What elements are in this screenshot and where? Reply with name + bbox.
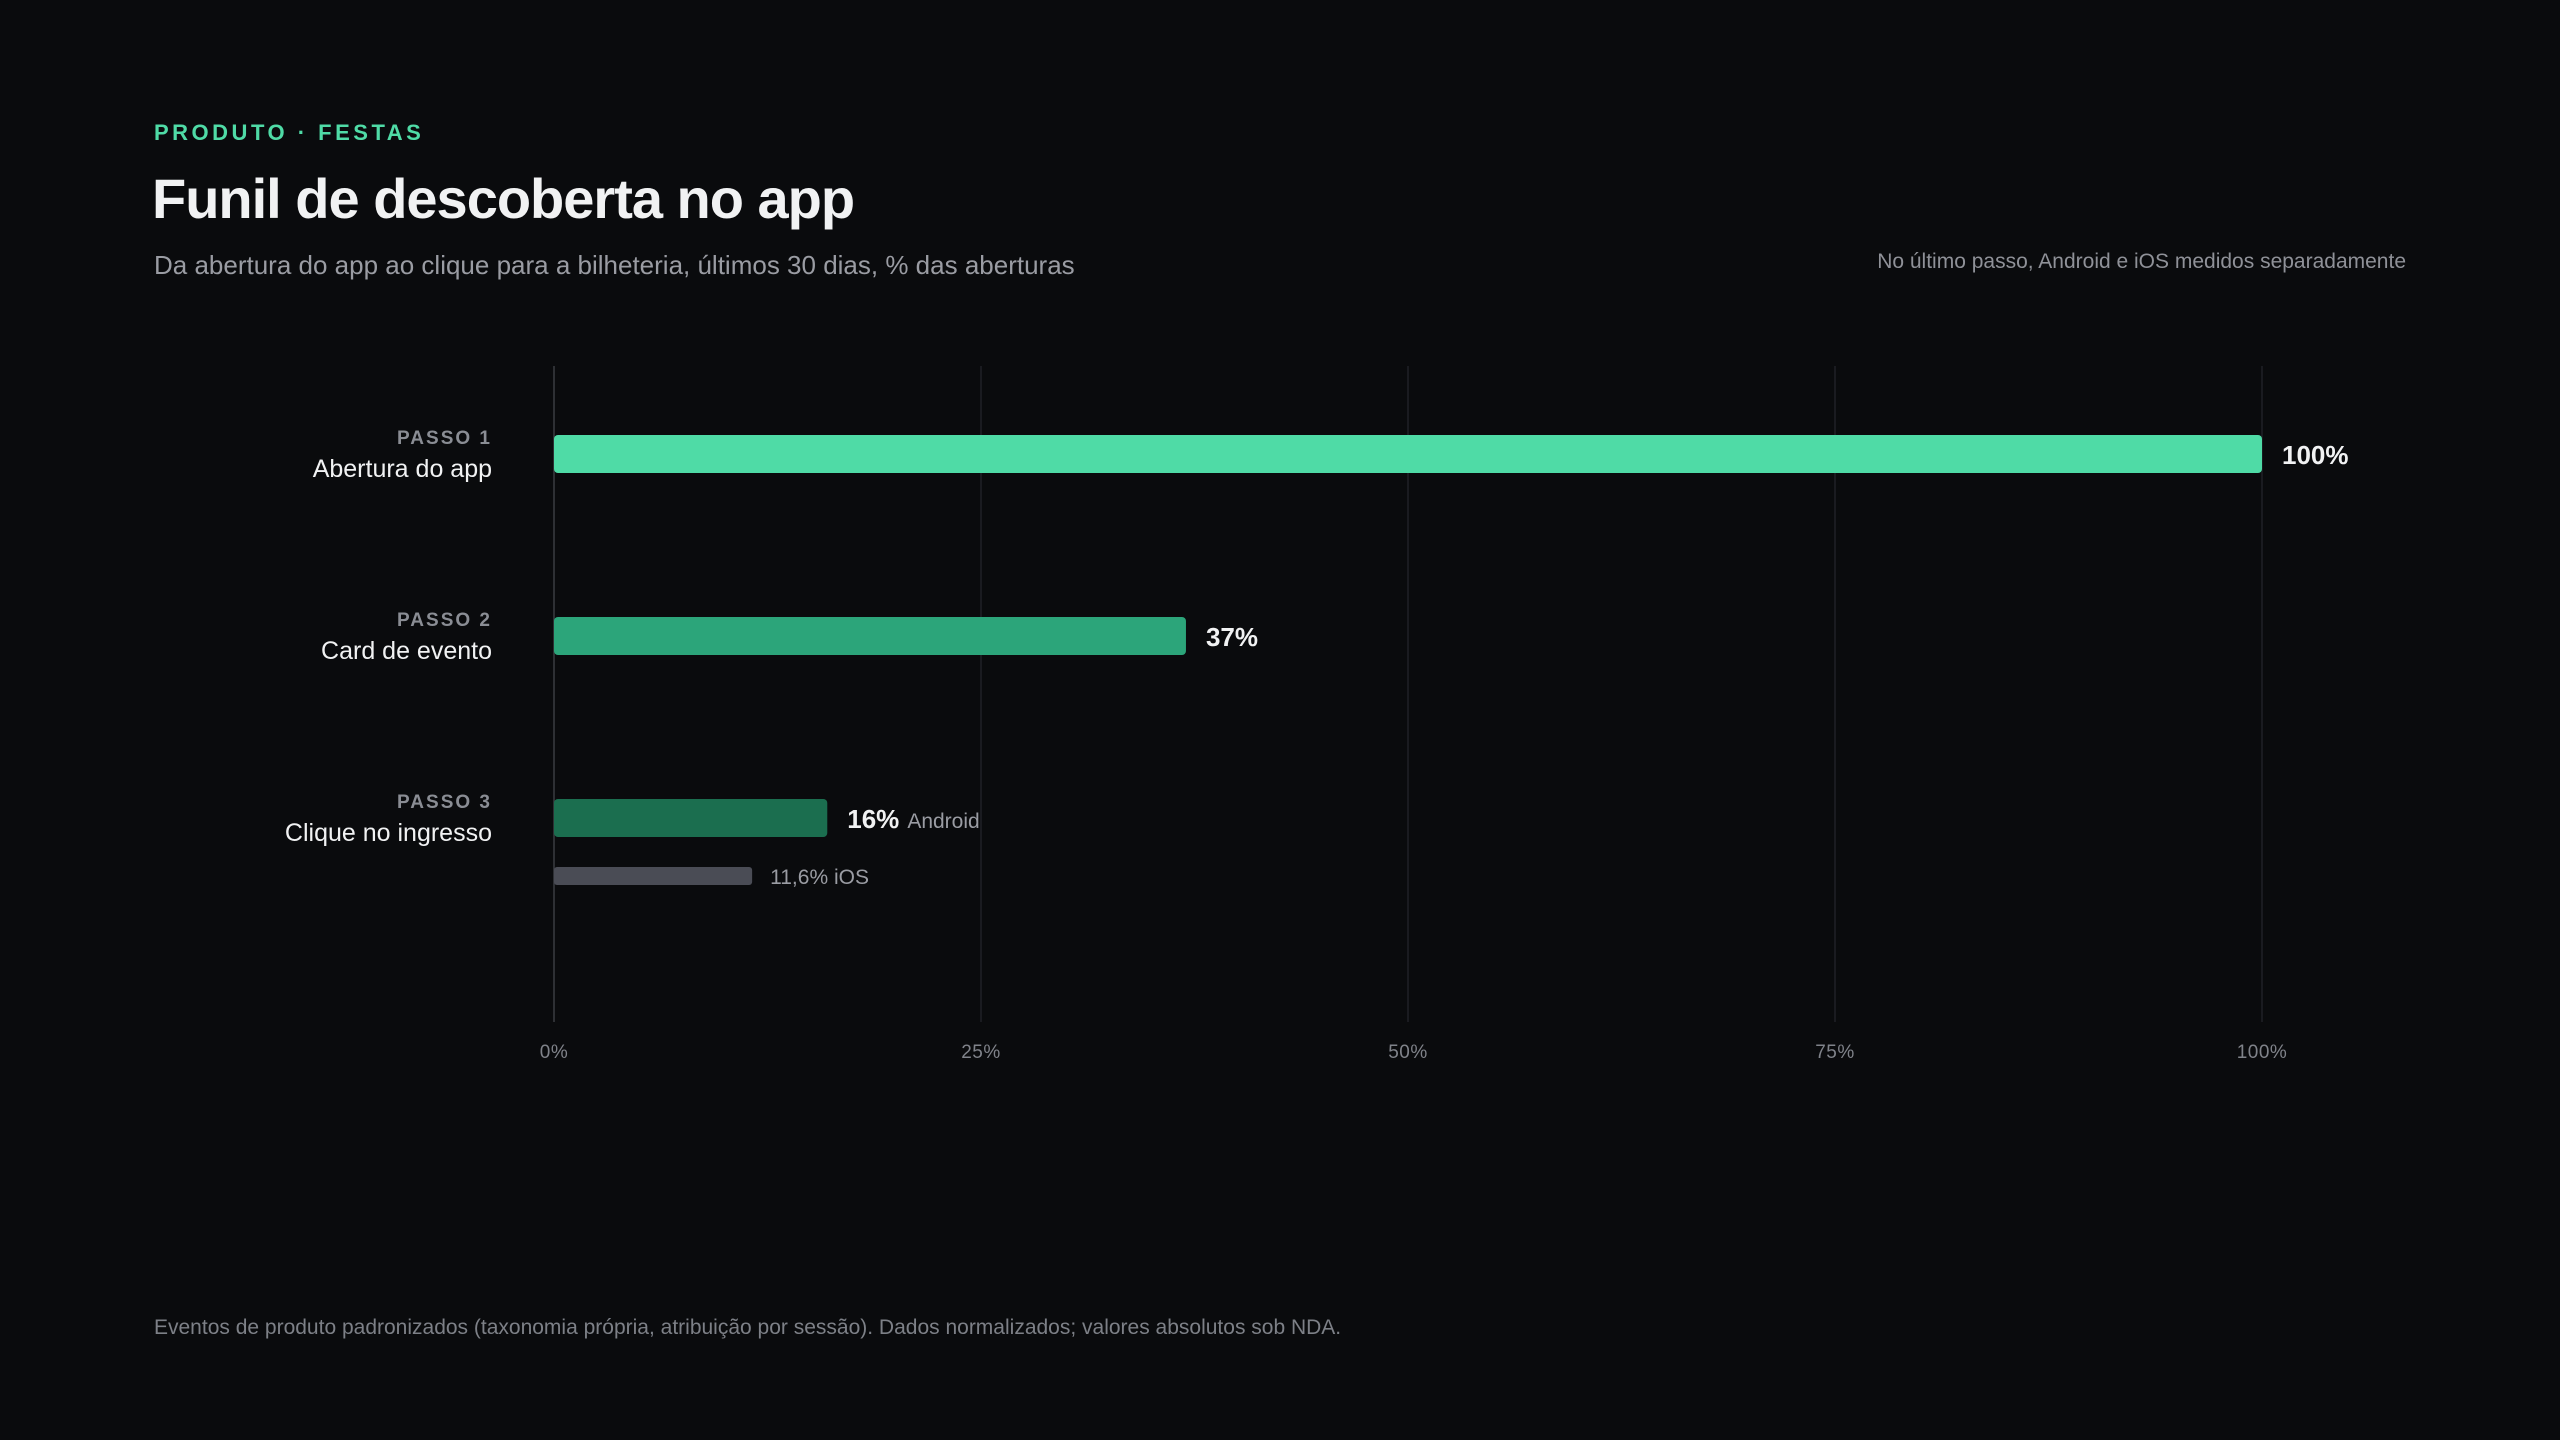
step-number-label: PASSO 1 — [397, 428, 492, 449]
x-tick-label: 0% — [540, 1042, 568, 1063]
bar — [554, 617, 1186, 655]
bar-value-label: 100% — [2282, 440, 2349, 470]
bar — [554, 799, 828, 837]
category-label: Card de evento — [321, 637, 492, 665]
x-tick-label: 100% — [2237, 1042, 2288, 1063]
step-number-label: PASSO 2 — [397, 610, 492, 631]
x-tick-label: 50% — [1388, 1042, 1428, 1063]
step-number-label: PASSO 3 — [397, 792, 492, 813]
bar — [554, 435, 2262, 473]
x-tick-label: 25% — [961, 1042, 1001, 1063]
bar-value-label: 11,6% iOS — [770, 866, 869, 889]
bar-value-label: 16% Android — [847, 804, 979, 834]
bar-suffix-label: Android — [907, 810, 979, 833]
eyebrow-label: PRODUTO · FESTAS — [154, 120, 425, 145]
bar-secondary — [554, 867, 753, 885]
category-label: Clique no ingresso — [285, 819, 492, 847]
footnote: Eventos de produto padronizados (taxonom… — [154, 1316, 1342, 1339]
page-title: Funil de descoberta no app — [152, 167, 855, 230]
bar-value-label: 37% — [1206, 622, 1258, 652]
chart-subtitle: Da abertura do app ao clique para a bilh… — [154, 250, 1075, 280]
side-note: No último passo, Android e iOS medidos s… — [1877, 250, 2406, 273]
category-label: Abertura do app — [313, 455, 492, 483]
x-tick-label: 75% — [1815, 1042, 1855, 1063]
